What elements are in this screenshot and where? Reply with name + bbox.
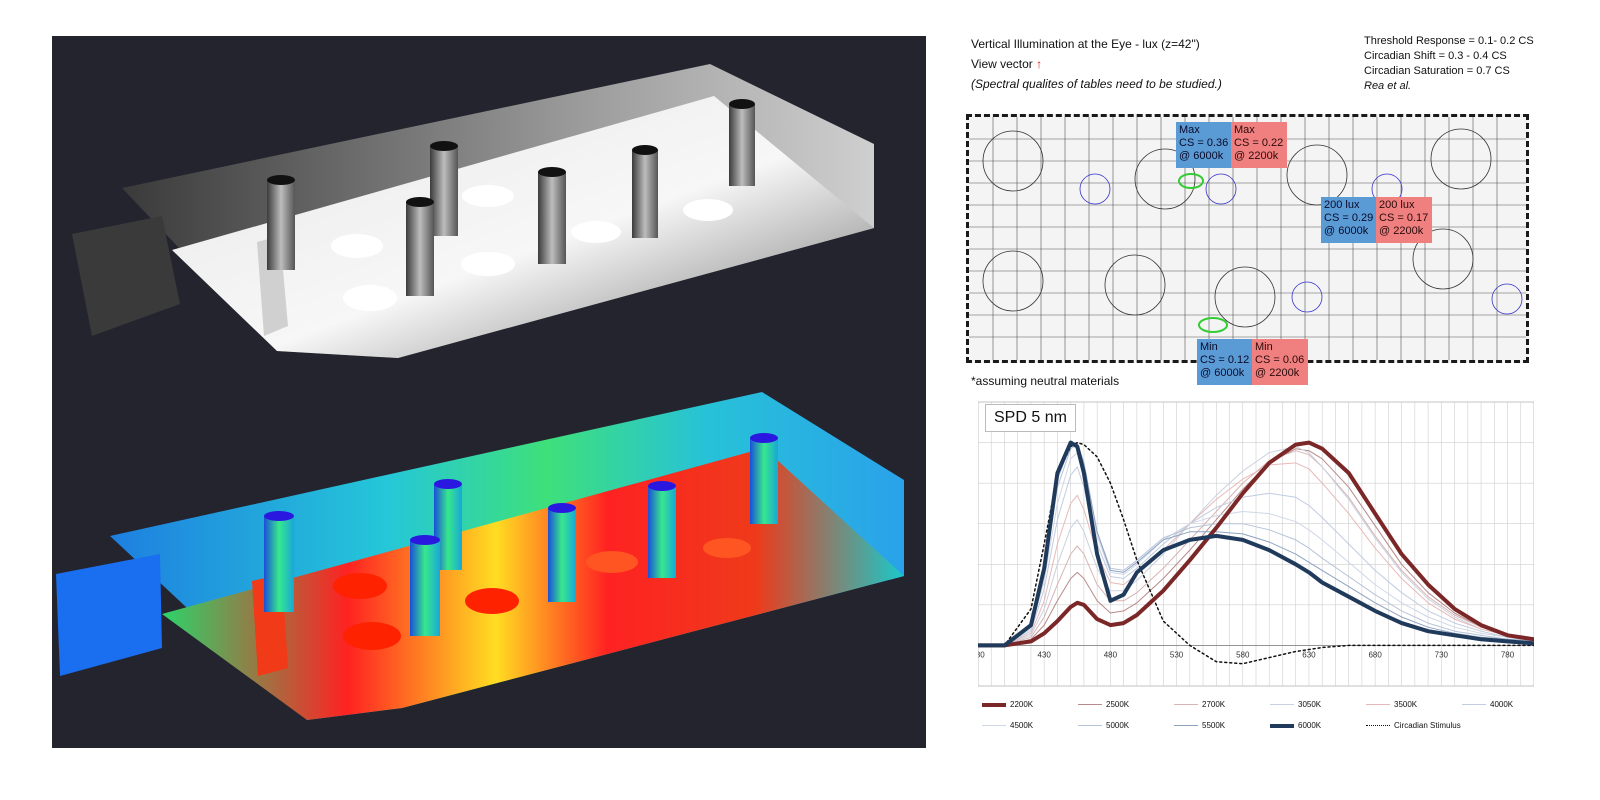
series-line-2200k: [978, 440, 1534, 648]
header-block: Vertical Illumination at the Eye - lux (…: [971, 34, 1222, 94]
series-line-4000k: [978, 466, 1534, 646]
legend-label: 4500K: [1010, 721, 1034, 730]
chart-title: SPD 5 nm: [985, 404, 1076, 432]
threshold-text: Threshold Response = 0.1- 0.2 CS: [1364, 35, 1534, 47]
header-note: (Spectral qualites of tables need to be …: [971, 77, 1222, 91]
callout-max-6000k: Max CS = 0.36 @ 6000k: [1176, 122, 1232, 168]
legend-swatch: [982, 725, 1006, 726]
legend-item-5500k: 5500K: [1174, 721, 1225, 730]
series-line-4500k: [978, 452, 1534, 646]
legend-item-4000k: 4000K: [1462, 700, 1513, 709]
x-tick-label: 530: [1170, 650, 1184, 659]
grayscale-render: [72, 64, 874, 358]
x-tick-label: 730: [1435, 650, 1449, 659]
render-panel: [52, 36, 926, 748]
x-tick-label: 680: [1368, 650, 1382, 659]
falsecolor-render: [56, 392, 904, 720]
legend-swatch: [1366, 704, 1390, 705]
x-tick-label: 380: [978, 650, 985, 659]
series-line-6000k: [978, 440, 1534, 648]
series-line-2500k: [978, 448, 1534, 646]
source-text: Rea et al.: [1364, 80, 1412, 92]
render-illustrations: [56, 64, 904, 720]
legend-swatch: [982, 702, 1006, 707]
plot-border: [978, 401, 1534, 687]
x-tick-label: 480: [1104, 650, 1118, 659]
x-tick-label: 780: [1501, 650, 1515, 659]
legend-swatch: [1462, 704, 1486, 705]
legend-label: 4000K: [1490, 700, 1514, 709]
callout-200lux-6000k: 200 lux CS = 0.29 @ 6000k: [1321, 197, 1377, 243]
legend-item-3050k: 3050K: [1270, 700, 1321, 709]
legend-item-2500k: 2500K: [1078, 700, 1129, 709]
saturation-text: Circadian Saturation = 0.7 CS: [1364, 65, 1510, 77]
legend-label: Circadian Stimulus: [1394, 721, 1461, 730]
legend-swatch: [1366, 725, 1390, 726]
callout-max-2200k: Max CS = 0.22 @ 2200k: [1231, 122, 1287, 168]
legend-swatch: [1270, 723, 1294, 728]
legend-label: 2200K: [1010, 700, 1034, 709]
legend-item-2700k: 2700K: [1174, 700, 1225, 709]
legend-item-4500k: 4500K: [982, 721, 1033, 730]
legend-label: 3050K: [1298, 700, 1322, 709]
plan-grid: [969, 117, 1526, 360]
shift-text: Circadian Shift = 0.3 - 0.4 CS: [1364, 50, 1507, 62]
callout-200lux-2200k: 200 lux CS = 0.17 @ 2200k: [1376, 197, 1432, 243]
references-block: Threshold Response = 0.1- 0.2 CS Circadi…: [1364, 34, 1534, 94]
legend-item-6000k: 6000K: [1270, 721, 1321, 730]
floor-plan: [966, 114, 1529, 363]
legend-item-circadian-stimulus: Circadian Stimulus: [1366, 721, 1461, 730]
x-tick-label: 430: [1038, 650, 1052, 659]
footnote: *assuming neutral materials: [971, 374, 1120, 388]
series-line-3500k: [978, 462, 1534, 646]
series-line-3050k: [978, 446, 1534, 646]
series-line-circadian-stimulus: [978, 441, 1534, 665]
legend-label: 5000K: [1106, 721, 1130, 730]
legend-swatch: [1078, 704, 1102, 705]
spd-chart: -0.200.20.40.60.811.23804304805305806306…: [978, 401, 1534, 687]
legend-label: 2700K: [1202, 700, 1226, 709]
callout-min-6000k: Min CS = 0.12 @ 6000k: [1197, 339, 1253, 385]
x-tick-label: 630: [1302, 650, 1316, 659]
legend-swatch: [1270, 704, 1294, 705]
view-vector-label: View vector ↑: [971, 57, 1043, 71]
legend-swatch: [1174, 725, 1198, 726]
legend-swatch: [1078, 725, 1102, 726]
legend-item-5000k: 5000K: [1078, 721, 1129, 730]
legend-label: 5500K: [1202, 721, 1226, 730]
legend-label: 2500K: [1106, 700, 1130, 709]
legend-swatch: [1174, 704, 1198, 705]
series-line-5000k: [978, 444, 1534, 646]
page-title: Vertical Illumination at the Eye - lux (…: [971, 37, 1200, 51]
legend-label: 6000K: [1298, 721, 1322, 730]
legend-item-2200k: 2200K: [982, 700, 1033, 709]
x-tick-label: 580: [1236, 650, 1250, 659]
legend-item-3500k: 3500K: [1366, 700, 1417, 709]
arrow-up-icon: ↑: [1036, 57, 1043, 71]
callout-min-2200k: Min CS = 0.06 @ 2200k: [1252, 339, 1308, 385]
legend-label: 3500K: [1394, 700, 1418, 709]
